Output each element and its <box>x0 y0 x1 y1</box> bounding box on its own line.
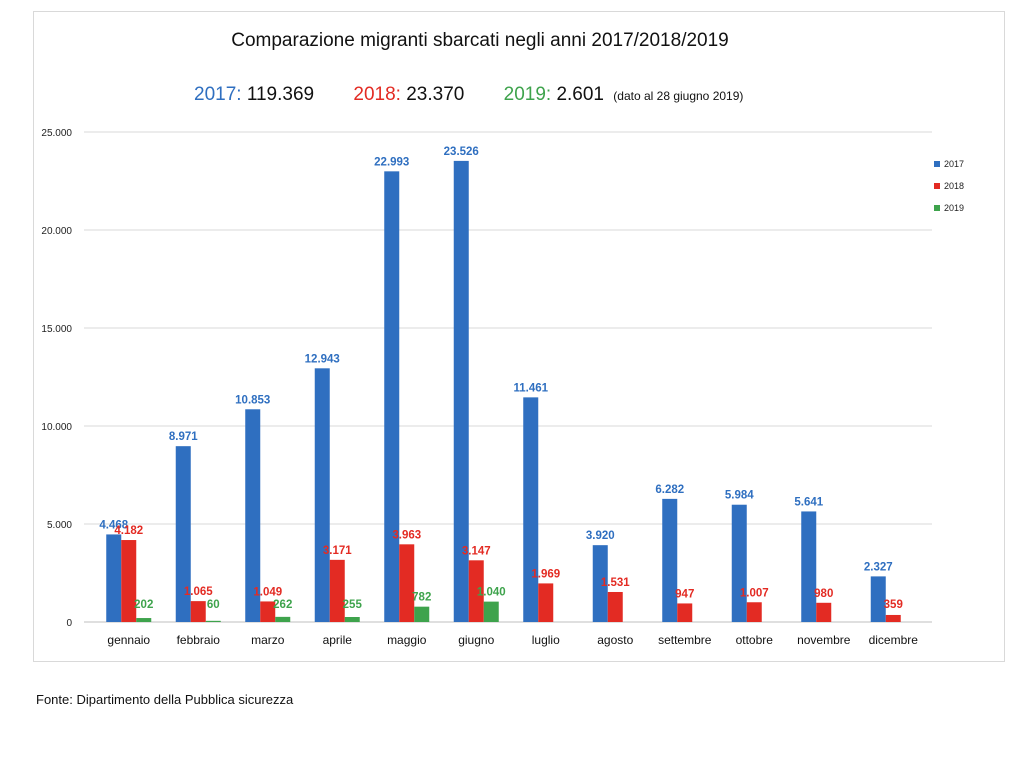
data-label-2017: 2.327 <box>864 561 893 573</box>
y-tick-label: 5.000 <box>47 520 72 531</box>
total-2019-value: 2.601 <box>556 84 604 105</box>
bar-2019-giugno <box>483 601 499 622</box>
data-label-2018: 1.049 <box>253 586 282 598</box>
total-2017-value: 119.369 <box>246 84 315 105</box>
x-tick-label: maggio <box>387 633 427 647</box>
x-tick-label: giugno <box>458 633 494 647</box>
chart-title: Comparazione migranti sbarcati negli ann… <box>231 30 729 51</box>
bar-2018-novembre <box>816 602 832 622</box>
x-tick-label: settembre <box>658 633 712 647</box>
bar-2017-giugno <box>453 160 469 623</box>
data-label-2019: 60 <box>207 599 220 611</box>
data-label-2018: 1.007 <box>740 587 769 599</box>
legend-swatch-2018 <box>934 183 940 189</box>
data-label-2017: 5.641 <box>794 496 823 508</box>
bar-2018-febbraio <box>190 601 206 622</box>
legend-swatch-2019 <box>934 205 940 211</box>
data-label-2017: 23.526 <box>444 146 479 158</box>
bar-2018-settembre <box>677 603 693 622</box>
totals-row: 2017: 119.369 2018: 23.370 2019: 2.601 (… <box>194 84 777 106</box>
data-label-2017: 5.984 <box>725 490 754 502</box>
bar-2018-giugno <box>468 560 484 622</box>
data-label-2018: 3.963 <box>392 529 421 541</box>
x-tick-label: marzo <box>251 633 285 647</box>
bar-2018-aprile <box>329 559 345 622</box>
x-tick-label: ottobre <box>736 633 774 647</box>
total-2018: 2018: 23.370 <box>353 84 469 105</box>
data-label-2017: 22.993 <box>374 156 409 168</box>
bar-2017-marzo <box>245 409 261 622</box>
total-2017-year: 2017: <box>194 84 242 105</box>
bar-2018-ottobre <box>746 602 762 622</box>
data-label-2018: 4.182 <box>114 525 143 537</box>
data-label-2019: 262 <box>273 599 292 611</box>
data-label-2018: 980 <box>814 588 833 600</box>
bar-2019-febbraio <box>205 620 221 622</box>
x-tick-label: luglio <box>532 633 560 647</box>
total-2018-year: 2018: <box>353 84 401 105</box>
bar-2017-febbraio <box>175 446 191 622</box>
bar-2019-maggio <box>414 606 430 622</box>
bar-2017-agosto <box>592 545 608 622</box>
data-label-2018: 3.171 <box>323 545 352 557</box>
y-tick-label: 25.000 <box>41 128 72 139</box>
total-2018-value: 23.370 <box>406 84 465 105</box>
bar-2018-maggio <box>399 544 415 622</box>
bar-2019-gennaio <box>136 618 152 622</box>
total-2019-note: (dato al 28 giugno 2019) <box>613 89 744 103</box>
data-label-2018: 1.065 <box>184 586 213 598</box>
total-2017: 2017: 119.369 <box>194 84 319 105</box>
data-label-2019: 255 <box>343 599 363 611</box>
legend-label-2019: 2019 <box>944 203 964 213</box>
data-label-2017: 4.468 <box>99 519 128 531</box>
y-tick-label: 0 <box>66 618 72 629</box>
total-2019: 2019: 2.601 (dato al 28 giugno 2019) <box>504 84 744 105</box>
bar-2017-maggio <box>384 171 400 622</box>
x-tick-label: febbraio <box>177 633 221 647</box>
x-tick-label: agosto <box>597 633 633 647</box>
y-tick-label: 10.000 <box>41 422 72 433</box>
legend-label-2017: 2017 <box>944 159 964 169</box>
data-label-2019: 1.040 <box>477 587 506 599</box>
legend-label-2018: 2018 <box>944 181 964 191</box>
data-label-2018: 3.147 <box>462 545 491 557</box>
data-label-2018: 359 <box>884 599 903 611</box>
y-tick-label: 15.000 <box>41 324 72 335</box>
bar-2017-aprile <box>314 368 330 622</box>
total-2019-year: 2019: <box>503 84 552 105</box>
y-tick-label: 20.000 <box>41 226 72 237</box>
chart-frame <box>33 11 1005 662</box>
bar-2018-gennaio <box>121 540 137 622</box>
bar-2017-settembre <box>662 498 678 622</box>
bar-2017-dicembre <box>870 576 886 622</box>
data-label-2017: 12.943 <box>305 353 340 365</box>
data-label-2019: 782 <box>412 592 431 604</box>
x-tick-label: dicembre <box>869 633 919 647</box>
bar-2018-luglio <box>538 583 554 622</box>
x-tick-label: novembre <box>797 633 851 647</box>
bar-2019-marzo <box>275 616 291 622</box>
bar-2018-dicembre <box>885 614 901 622</box>
bar-2018-marzo <box>260 601 276 622</box>
data-label-2019: 202 <box>134 599 153 611</box>
bar-2018-agosto <box>607 591 623 622</box>
data-label-2017: 11.461 <box>513 382 548 394</box>
x-tick-label: gennaio <box>107 633 150 647</box>
bar-2017-novembre <box>801 511 817 622</box>
data-label-2017: 8.971 <box>169 431 198 443</box>
source-note: Fonte: Dipartimento della Pubblica sicur… <box>36 692 294 707</box>
data-label-2018: 1.531 <box>601 577 630 589</box>
data-label-2018: 1.969 <box>531 568 560 580</box>
bar-2017-gennaio <box>106 534 122 622</box>
legend-swatch-2017 <box>934 161 940 167</box>
data-label-2017: 10.853 <box>235 394 270 406</box>
data-label-2018: 947 <box>675 588 694 600</box>
x-tick-label: aprile <box>323 633 353 647</box>
data-label-2017: 6.282 <box>655 484 684 496</box>
bar-2017-ottobre <box>731 504 747 622</box>
data-label-2017: 3.920 <box>586 530 615 542</box>
bar-2019-aprile <box>344 617 360 622</box>
bar-2017-luglio <box>523 397 539 622</box>
